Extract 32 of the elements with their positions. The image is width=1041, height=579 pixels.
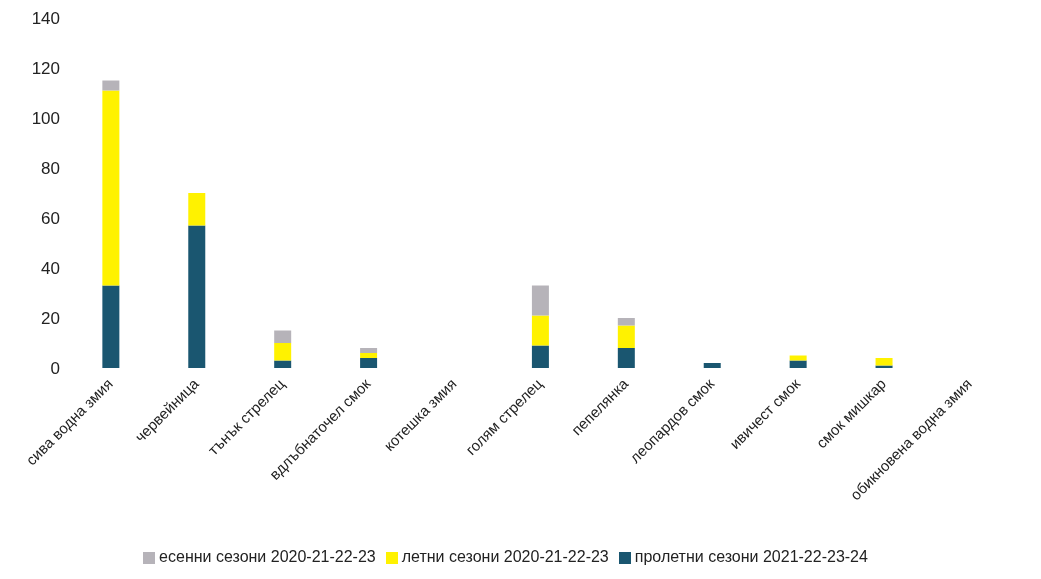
bar [188,225,206,368]
y-tick-label: 80 [41,159,60,179]
bar [274,360,292,368]
legend-label: пролетни сезони 2021-22-23-24 [634,548,868,565]
bar [703,363,721,368]
bar [789,355,807,361]
bar [274,343,292,361]
bar [188,193,206,226]
bar [875,358,893,366]
bar [102,285,120,368]
bar [531,315,549,346]
bar [789,360,807,368]
bar [274,330,292,343]
bar [531,285,549,316]
bar [360,353,378,358]
y-tick-label: 140 [31,9,60,29]
bar [531,345,549,368]
y-tick-label: 20 [41,309,60,329]
bar [617,325,635,348]
y-tick-label: 100 [31,109,60,129]
bar [360,348,378,353]
legend-label: есенни сезони 2020-21-22-23 [159,548,376,565]
y-tick-label: 120 [31,59,60,79]
bar [617,348,635,368]
bar [360,358,378,368]
y-tick-label: 60 [41,209,60,229]
bar [102,90,120,286]
bar [102,80,120,91]
bar [617,318,635,326]
y-tick-label: 0 [50,359,60,379]
legend-label: летни сезони 2020-21-22-23 [401,548,609,565]
y-tick-label: 40 [41,259,60,279]
